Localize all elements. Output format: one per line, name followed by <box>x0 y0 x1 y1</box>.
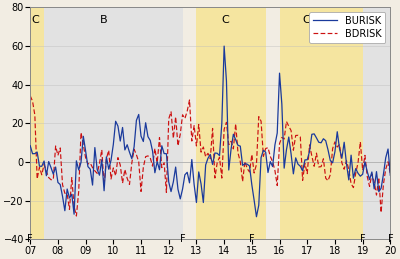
Line: BURISK: BURISK <box>30 46 390 217</box>
Text: F: F <box>388 234 393 244</box>
Bar <box>196 8 266 239</box>
BDRISK <box>74 214 79 218</box>
Line: BDRISK: BDRISK <box>30 96 390 216</box>
BURISK <box>323 139 328 142</box>
BURISK <box>46 160 51 163</box>
BDRISK <box>46 176 51 179</box>
Text: B: B <box>372 15 380 25</box>
Text: C: C <box>31 15 39 25</box>
Text: B: B <box>100 15 107 25</box>
Bar <box>280 8 363 239</box>
BDRISK <box>39 173 44 176</box>
Text: F: F <box>28 234 33 244</box>
Bar <box>363 8 390 239</box>
Bar <box>182 8 196 239</box>
BURISK <box>388 174 393 177</box>
BDRISK <box>321 157 326 160</box>
BURISK <box>222 45 226 48</box>
Bar <box>44 8 182 239</box>
Legend: BURISK, BDRISK: BURISK, BDRISK <box>309 12 386 43</box>
BURISK <box>238 145 243 148</box>
Text: F: F <box>360 234 366 244</box>
Bar <box>266 8 280 239</box>
BDRISK <box>388 172 393 175</box>
Text: F: F <box>180 234 185 244</box>
BURISK <box>254 215 259 218</box>
BURISK <box>162 152 166 155</box>
BURISK <box>39 165 44 168</box>
BDRISK <box>238 160 243 163</box>
Text: C: C <box>222 15 230 25</box>
BURISK <box>28 144 33 147</box>
Text: F: F <box>249 234 255 244</box>
BDRISK <box>28 94 33 97</box>
BDRISK <box>127 183 132 186</box>
BDRISK <box>164 191 169 194</box>
Bar <box>30 8 44 239</box>
BURISK <box>125 143 130 146</box>
Text: C: C <box>303 15 310 25</box>
